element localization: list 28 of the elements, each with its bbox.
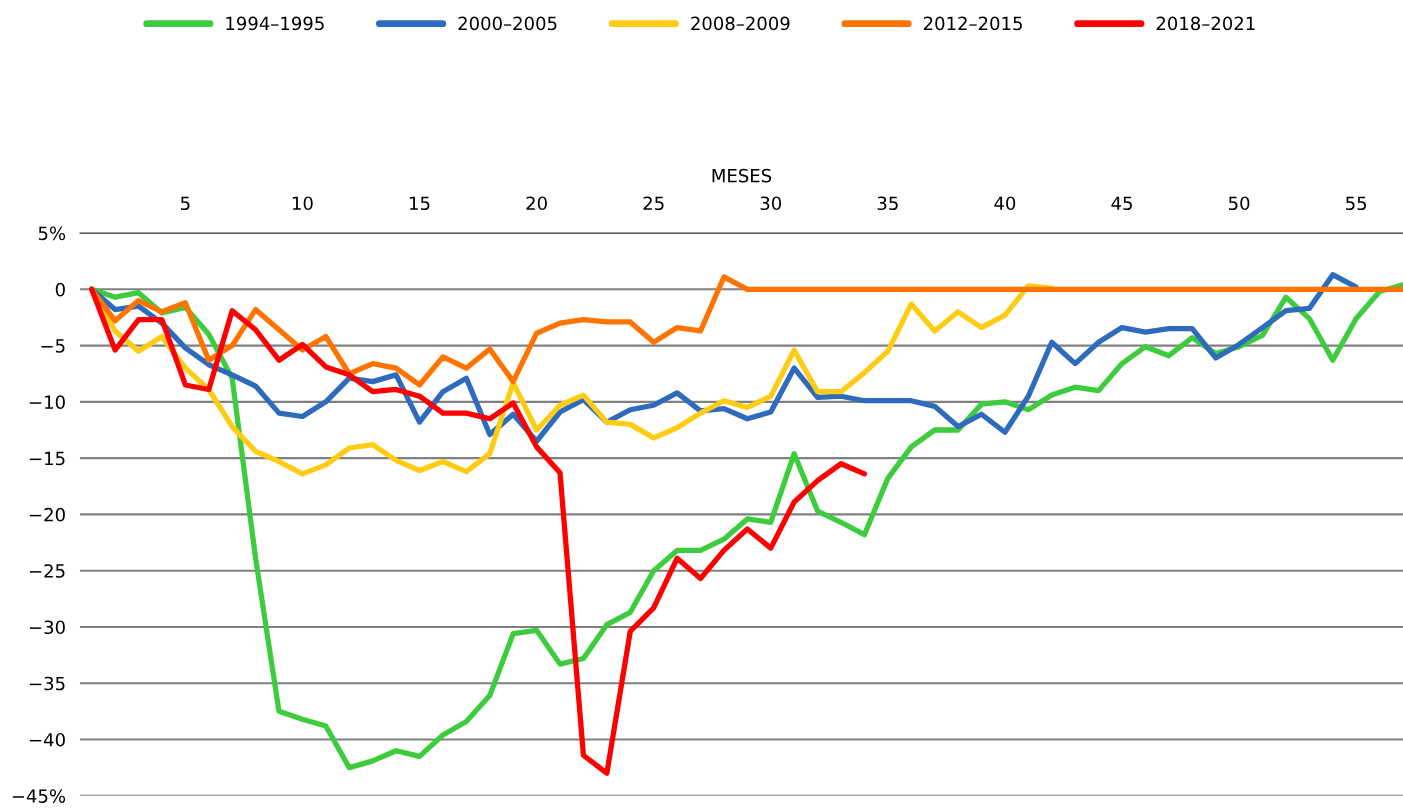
y-tick-label: −40 — [29, 732, 65, 747]
x-tick-label: 45 — [1111, 196, 1132, 211]
y-tick-label: −10 — [29, 395, 65, 409]
y-tick-label: −45% — [12, 789, 66, 803]
x-tick-label: 10 — [292, 196, 313, 211]
x-tick-label: 5 — [180, 196, 190, 211]
y-tick-label: −25 — [29, 564, 65, 578]
x-tick-label: 15 — [410, 196, 430, 211]
legend-label: 2008–2009 — [691, 16, 790, 31]
x-tick-label: 30 — [760, 196, 782, 211]
x-tick-label: 55 — [1346, 196, 1367, 211]
x-tick-label: 25 — [643, 196, 664, 211]
x-axis-title: MESES — [712, 168, 772, 183]
legend-label: 2012–2015 — [923, 16, 1022, 31]
y-tick-label: 5% — [38, 226, 66, 241]
legend-label: 2018–2021 — [1156, 16, 1255, 31]
y-tick-label: 0 — [55, 282, 65, 297]
x-tick-label: 20 — [526, 196, 547, 211]
y-tick-label: −5 — [41, 339, 65, 353]
y-tick-label: −30 — [29, 620, 65, 635]
y-tick-label: −15 — [29, 451, 65, 466]
x-tick-label: 50 — [1228, 196, 1250, 211]
y-tick-label: −20 — [29, 507, 65, 522]
legend-label: 2000–2005 — [458, 16, 557, 31]
x-tick-label: 40 — [994, 196, 1016, 211]
y-tick-label: −35 — [29, 676, 65, 691]
legend-label: 1994–1995 — [226, 16, 324, 31]
x-tick-label: 35 — [877, 196, 898, 211]
